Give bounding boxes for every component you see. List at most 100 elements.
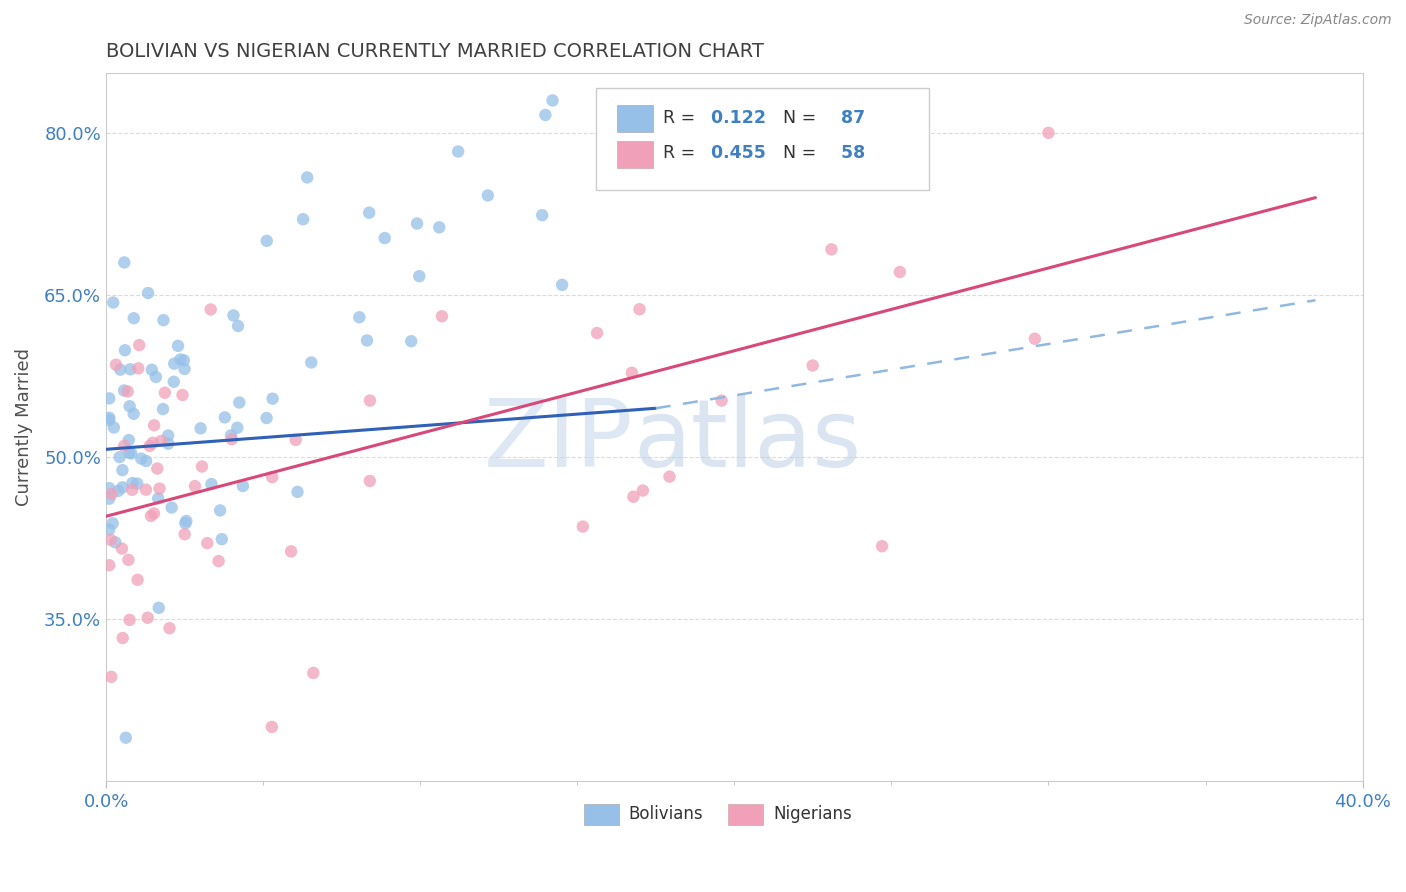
Point [148, 600, 170, 615]
Point [117, 384, 139, 399]
Point [104, 358, 127, 372]
Point [122, 407, 145, 421]
Point [190, 421, 212, 435]
Point [110, 362, 132, 376]
Point [200, 302, 222, 317]
Text: ZIP: ZIP [484, 395, 634, 487]
FancyBboxPatch shape [596, 87, 929, 190]
Point [146, 461, 169, 475]
Point [118, 446, 141, 460]
Point [173, 527, 195, 541]
Point [129, 451, 152, 466]
Point [152, 402, 174, 417]
Text: 87: 87 [835, 109, 865, 127]
Point [160, 500, 183, 515]
Point [534, 108, 557, 122]
Point [100, 487, 122, 501]
Point [118, 433, 141, 447]
Point [292, 212, 315, 227]
Point [658, 94, 681, 108]
Point [551, 277, 574, 292]
Text: Nigerians: Nigerians [773, 805, 852, 823]
Point [184, 479, 207, 493]
Point [228, 395, 250, 409]
Point [142, 435, 165, 450]
Point [98, 410, 121, 425]
Point [173, 362, 195, 376]
Point [207, 554, 229, 568]
Point [117, 553, 139, 567]
Point [143, 418, 166, 433]
Point [214, 410, 236, 425]
Point [191, 459, 214, 474]
Text: R =: R = [662, 109, 695, 127]
Point [172, 388, 194, 402]
Point [152, 313, 174, 327]
Point [98, 491, 121, 506]
Point [169, 352, 191, 367]
Point [654, 177, 676, 191]
Point [284, 433, 307, 447]
Point [302, 665, 325, 680]
Point [163, 357, 186, 371]
Point [163, 375, 186, 389]
Point [100, 670, 122, 684]
Text: BOLIVIAN VS NIGERIAN CURRENTLY MARRIED CORRELATION CHART: BOLIVIAN VS NIGERIAN CURRENTLY MARRIED C… [105, 42, 763, 61]
Point [770, 94, 793, 108]
Point [408, 269, 430, 284]
Point [623, 490, 645, 504]
Point [688, 94, 710, 108]
Point [349, 310, 371, 325]
Point [848, 94, 870, 108]
Point [145, 370, 167, 384]
Point [287, 484, 309, 499]
Point [219, 428, 242, 442]
Point [112, 384, 135, 398]
Text: 58: 58 [835, 145, 865, 162]
Point [167, 339, 190, 353]
Point [628, 302, 651, 317]
Point [374, 231, 396, 245]
Point [118, 613, 141, 627]
Point [541, 94, 564, 108]
Point [103, 420, 125, 434]
Point [710, 393, 733, 408]
FancyBboxPatch shape [617, 141, 652, 168]
Point [232, 479, 254, 493]
Point [111, 631, 134, 645]
Point [157, 436, 180, 450]
Text: N =: N = [772, 109, 817, 127]
Point [148, 482, 170, 496]
Point [195, 536, 218, 550]
Point [120, 446, 142, 460]
Text: N =: N = [772, 145, 817, 162]
Text: atlas: atlas [634, 395, 862, 487]
Point [121, 476, 143, 491]
Point [173, 353, 195, 368]
Point [136, 285, 159, 300]
Point [477, 188, 499, 202]
Point [153, 385, 176, 400]
Point [138, 439, 160, 453]
Point [121, 483, 143, 497]
Point [399, 334, 422, 349]
Point [114, 343, 136, 358]
Point [870, 539, 893, 553]
Point [262, 392, 284, 406]
Point [127, 573, 149, 587]
Point [256, 411, 278, 425]
Text: Source: ZipAtlas.com: Source: ZipAtlas.com [1244, 13, 1392, 28]
Point [122, 311, 145, 326]
Point [631, 483, 654, 498]
Point [620, 366, 643, 380]
Point [299, 355, 322, 369]
Point [159, 621, 181, 635]
Text: Bolivians: Bolivians [628, 805, 703, 823]
Point [157, 428, 180, 442]
Point [101, 516, 124, 531]
Point [100, 533, 122, 547]
Point [820, 243, 842, 257]
Point [260, 720, 283, 734]
Point [280, 544, 302, 558]
Point [406, 217, 429, 231]
